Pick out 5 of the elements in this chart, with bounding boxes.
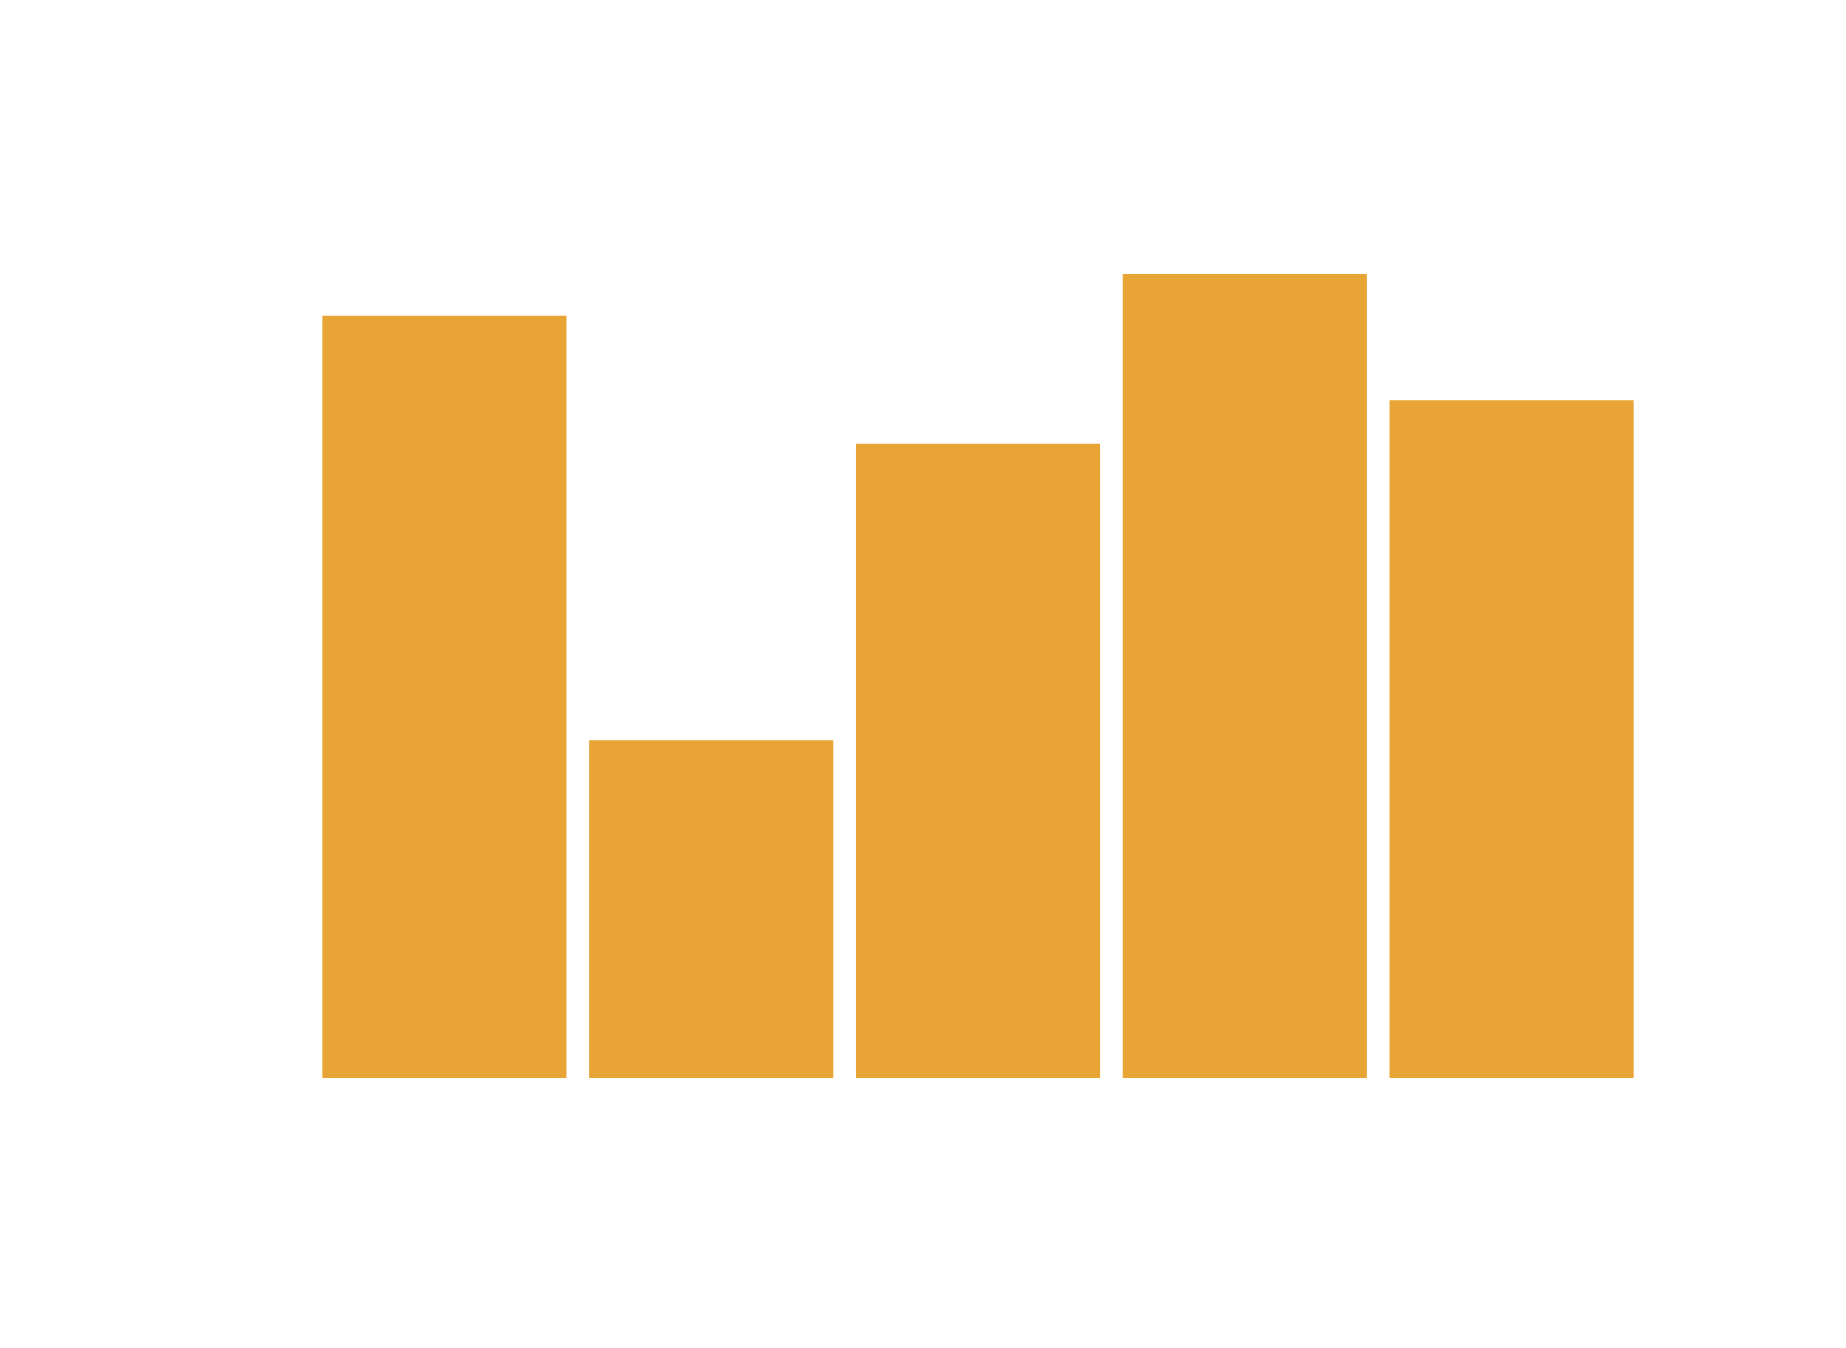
bar [322,315,567,1078]
bar [1389,400,1634,1078]
bar [1122,273,1367,1078]
bar [855,443,1101,1078]
bar [589,740,834,1078]
